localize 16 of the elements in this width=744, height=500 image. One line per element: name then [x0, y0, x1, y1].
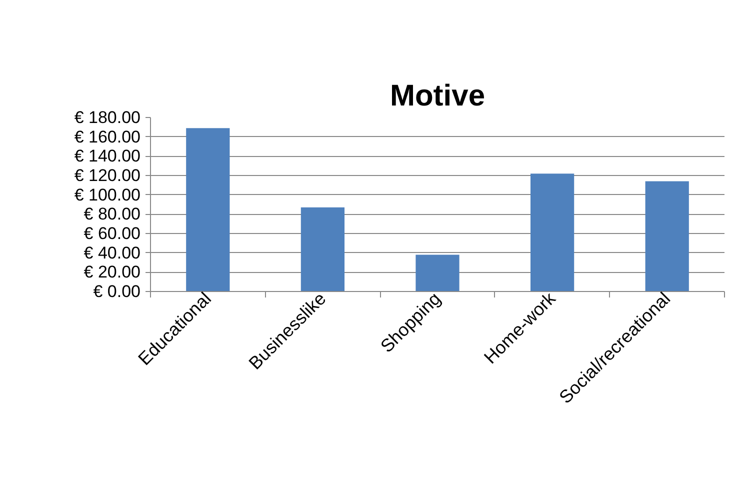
y-tick-label: € 0.00 [93, 282, 140, 301]
y-tick-label: € 80.00 [84, 204, 141, 224]
y-tick-label: € 20.00 [84, 262, 141, 282]
y-tick-label: € 40.00 [84, 243, 141, 262]
y-tick-label: € 100.00 [74, 185, 141, 204]
y-tick-label: € 160.00 [74, 127, 141, 146]
bar [300, 207, 345, 292]
y-tick-label: € 140.00 [74, 146, 141, 166]
bar [645, 181, 689, 292]
y-tick-label: € 180.00 [74, 108, 141, 127]
bar [186, 128, 230, 292]
chart-title: Motive [390, 80, 486, 112]
y-tick-label: € 60.00 [84, 224, 141, 243]
bar [416, 254, 460, 292]
bar [530, 174, 574, 292]
y-tick-label: € 120.00 [74, 166, 141, 185]
